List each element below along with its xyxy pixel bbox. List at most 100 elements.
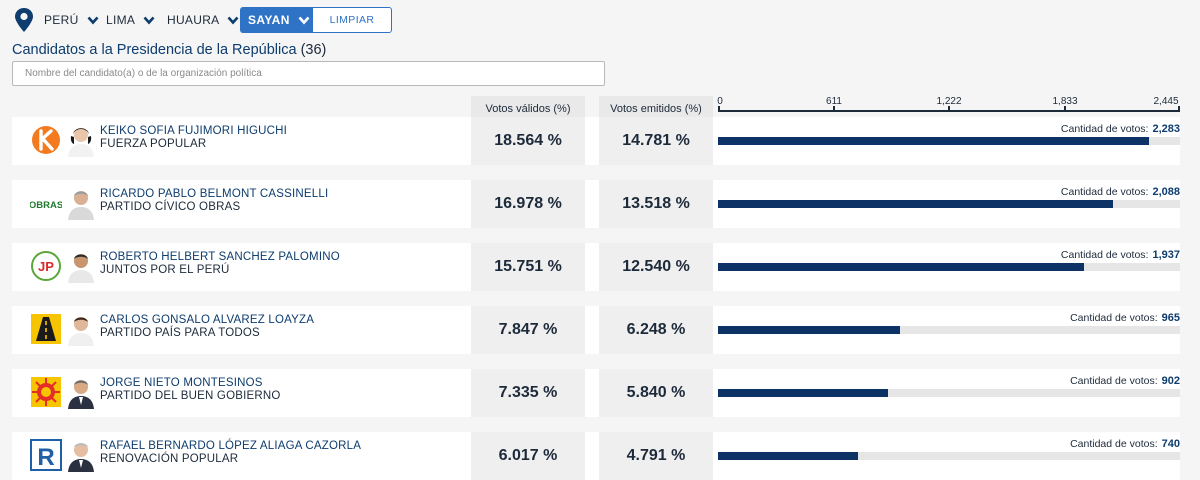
candidate-count: (36) bbox=[300, 42, 327, 58]
pais-para-todos-logo bbox=[31, 314, 61, 344]
candidate-row[interactable]: CARLOS GONSALO ALVAREZ LOAYZA PARTIDO PA… bbox=[12, 306, 1180, 354]
candidate-photo bbox=[68, 254, 94, 283]
chevron-down-icon bbox=[143, 16, 155, 24]
axis-tick bbox=[1178, 106, 1180, 112]
filter-country[interactable]: PERÚ bbox=[44, 12, 99, 28]
candidate-name: ROBERTO HELBERT SANCHEZ PALOMINO bbox=[100, 251, 340, 263]
candidate-row[interactable]: JORGE NIETO MONTESINOS PARTIDO DEL BUEN … bbox=[12, 369, 1180, 417]
votes-count: Cantidad de votos: 740 bbox=[1070, 438, 1180, 450]
votes-count-label: Cantidad de votos: bbox=[1070, 375, 1158, 387]
emitted-votes-percent: 13.518 % bbox=[599, 180, 713, 228]
party-name: PARTIDO DEL BUEN GOBIERNO bbox=[100, 390, 281, 402]
clear-filters-button[interactable]: LIMPIAR bbox=[312, 7, 392, 33]
filter-province[interactable]: HUAURA bbox=[167, 12, 239, 28]
page-title: Candidatos a la Presidencia de la Repúbl… bbox=[12, 42, 326, 58]
location-filter-bar: PERÚ LIMA HUAURA SAYAN LIMPIAR bbox=[0, 0, 1200, 40]
votes-axis: 0 611 1,222 1,833 2,445 bbox=[717, 96, 1180, 122]
votes-bar-area: Cantidad de votos: 2,088 bbox=[718, 180, 1180, 228]
location-pin-icon bbox=[15, 8, 33, 32]
votes-count: Cantidad de votos: 965 bbox=[1070, 312, 1180, 324]
emitted-votes-percent: 12.540 % bbox=[599, 243, 713, 291]
obras-logo: OBRAS bbox=[30, 197, 62, 211]
filter-department[interactable]: LIMA bbox=[106, 12, 155, 28]
obras-logo-text: OBRAS bbox=[30, 200, 62, 211]
emitted-votes-percent: 5.840 % bbox=[599, 369, 713, 417]
candidate-row[interactable]: OBRAS RICARDO PABLO BELMONT CASSINELLI P… bbox=[12, 180, 1180, 228]
votes-count-label: Cantidad de votos: bbox=[1070, 312, 1158, 324]
renovacion-popular-logo-text: R bbox=[37, 444, 54, 471]
filter-department-label: LIMA bbox=[106, 13, 136, 27]
votes-bar bbox=[718, 200, 1113, 208]
juntos-por-el-peru-logo: JP bbox=[31, 251, 61, 281]
votes-count-label: Cantidad de votos: bbox=[1060, 186, 1149, 198]
votes-count: Cantidad de votos: 2,283 bbox=[1061, 123, 1180, 135]
votes-count-value: 2,283 bbox=[1152, 123, 1180, 135]
party-name: RENOVACIÓN POPULAR bbox=[100, 453, 239, 465]
candidate-photo bbox=[68, 128, 94, 157]
candidate-row[interactable]: JP ROBERTO HELBERT SANCHEZ PALOMINO JUNT… bbox=[12, 243, 1180, 291]
fuerza-popular-logo bbox=[32, 126, 60, 154]
votes-bar-track bbox=[718, 452, 1180, 460]
valid-votes-percent: 18.564 % bbox=[471, 117, 585, 165]
filter-country-label: PERÚ bbox=[44, 13, 79, 27]
votes-bar-area: Cantidad de votos: 740 bbox=[718, 432, 1180, 480]
candidate-name: RAFAEL BERNARDO LÓPEZ ALIAGA CAZORLA bbox=[100, 440, 362, 452]
party-name: PARTIDO PAÍS PARA TODOS bbox=[100, 327, 260, 339]
axis-tick-label: 0 bbox=[717, 96, 723, 107]
page-title-text: Candidatos a la Presidencia de la Repúbl… bbox=[12, 42, 297, 58]
votes-bar bbox=[718, 452, 858, 460]
votes-bar bbox=[718, 326, 900, 334]
axis-tick-label: 1,222 bbox=[936, 96, 962, 107]
votes-count: Cantidad de votos: 2,088 bbox=[1061, 186, 1180, 198]
votes-count-value: 1,937 bbox=[1152, 249, 1180, 261]
axis-tick bbox=[718, 106, 720, 112]
votes-bar-track bbox=[718, 200, 1180, 208]
search-input[interactable] bbox=[12, 61, 605, 86]
filter-district[interactable]: SAYAN bbox=[240, 7, 312, 33]
emitted-votes-percent: 4.791 % bbox=[599, 432, 713, 480]
candidate-photo bbox=[68, 443, 94, 472]
votes-bar bbox=[718, 137, 1149, 145]
valid-votes-percent: 7.335 % bbox=[471, 369, 585, 417]
valid-votes-percent: 7.847 % bbox=[471, 306, 585, 354]
axis-tick-label: 611 bbox=[826, 96, 842, 107]
votes-bar-area: Cantidad de votos: 1,937 bbox=[718, 243, 1180, 291]
valid-votes-percent: 16.978 % bbox=[471, 180, 585, 228]
valid-votes-percent: 15.751 % bbox=[471, 243, 585, 291]
chevron-down-icon bbox=[298, 16, 310, 24]
votes-bar-area: Cantidad de votos: 965 bbox=[718, 306, 1180, 354]
votes-bar-area: Cantidad de votos: 902 bbox=[718, 369, 1180, 417]
candidate-photo bbox=[68, 191, 94, 220]
chevron-down-icon bbox=[228, 16, 239, 24]
filter-district-label: SAYAN bbox=[248, 13, 290, 27]
votes-count: Cantidad de votos: 1,937 bbox=[1061, 249, 1180, 261]
votes-count-label: Cantidad de votos: bbox=[1070, 438, 1158, 450]
votes-bar bbox=[718, 263, 1084, 271]
votes-bar-track bbox=[718, 137, 1180, 145]
axis-tick-label: 2,445 bbox=[1153, 96, 1179, 107]
emitted-votes-percent: 14.781 % bbox=[599, 117, 713, 165]
candidate-name: KEIKO SOFIA FUJIMORI HIGUCHI bbox=[100, 125, 288, 137]
candidate-row[interactable]: KEIKO SOFIA FUJIMORI HIGUCHI FUERZA POPU… bbox=[12, 117, 1180, 165]
candidate-photo bbox=[68, 317, 94, 346]
votes-count-value: 2,088 bbox=[1152, 186, 1180, 198]
candidate-row[interactable]: R RAFAEL BERNARDO LÓPEZ ALIAGA CAZORLA R… bbox=[12, 432, 1180, 480]
votes-count-value: 965 bbox=[1161, 312, 1180, 324]
candidate-name: JORGE NIETO MONTESINOS bbox=[100, 377, 263, 389]
votes-count-label: Cantidad de votos: bbox=[1060, 249, 1149, 261]
party-name: PARTIDO CÍVICO OBRAS bbox=[100, 201, 241, 213]
votes-count-value: 902 bbox=[1161, 375, 1180, 387]
party-name: JUNTOS POR EL PERÚ bbox=[100, 264, 230, 276]
votes-count: Cantidad de votos: 902 bbox=[1070, 375, 1180, 387]
candidate-name: RICARDO PABLO BELMONT CASSINELLI bbox=[100, 188, 329, 200]
votes-bar-area: Cantidad de votos: 2,283 bbox=[718, 117, 1180, 165]
party-name: FUERZA POPULAR bbox=[100, 138, 207, 150]
axis-tick-label: 1,833 bbox=[1052, 96, 1078, 107]
axis-tick bbox=[948, 106, 950, 112]
juntos-por-el-peru-logo-text: JP bbox=[38, 259, 54, 274]
emitted-votes-percent: 6.248 % bbox=[599, 306, 713, 354]
valid-votes-percent: 6.017 % bbox=[471, 432, 585, 480]
votes-bar-track bbox=[718, 263, 1180, 271]
chevron-down-icon bbox=[87, 16, 99, 24]
filter-province-label: HUAURA bbox=[167, 13, 220, 27]
